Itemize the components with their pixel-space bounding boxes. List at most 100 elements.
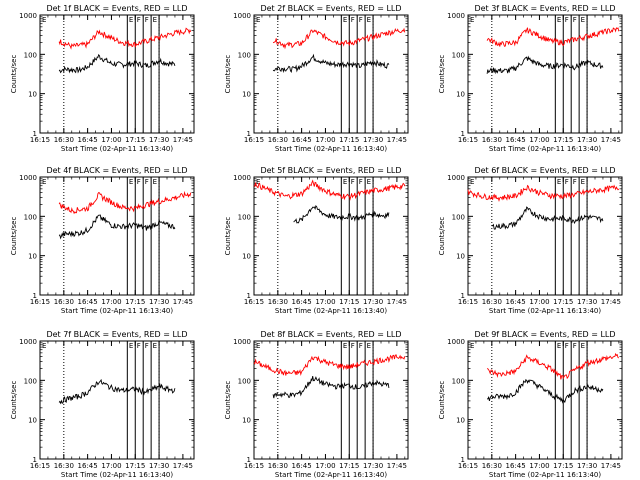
flag-label: E	[42, 178, 46, 186]
chart-panel-4: Det 4f BLACK = Events, RED = LLD 1 10 100 10…	[10, 166, 195, 315]
y-tick-label: 10	[456, 91, 465, 99]
x-tick-label: 17:30	[149, 298, 169, 306]
y-tick-label: 1	[33, 130, 37, 138]
y-axis-label: Counts/sec	[224, 55, 232, 94]
plot-frame	[39, 340, 195, 460]
x-tick-label: 17:30	[149, 136, 169, 144]
flag-label: E	[581, 16, 585, 24]
flag-label: E	[367, 16, 371, 24]
y-axis-label: Counts/sec	[10, 217, 18, 256]
flag-label: F	[573, 178, 577, 186]
chart-title: Det 3f BLACK = Events, RED = LLD	[474, 4, 615, 13]
y-tick-label: 1000	[447, 12, 465, 20]
x-tick-label: 17:00	[101, 298, 121, 306]
series-line-events	[58, 378, 176, 405]
chart-panel-9: Det 9f BLACK = Events, RED = LLD 1 10 100 10…	[438, 330, 623, 479]
y-tick-label: 10	[28, 253, 37, 261]
y-tick-label: 1	[461, 292, 465, 300]
x-tick-label: 17:00	[529, 136, 549, 144]
flag-label: E	[343, 178, 347, 186]
flag-label: E	[470, 342, 474, 350]
flag-label: F	[565, 342, 569, 350]
flag-label: E	[470, 178, 474, 186]
chart-title: Det 7f BLACK = Events, RED = LLD	[46, 330, 187, 339]
x-tick-label: 17:15	[125, 298, 145, 306]
x-tick-label: 17:30	[363, 298, 383, 306]
plot-frame	[467, 176, 623, 296]
x-axis-label: Start Time (02-Apr-11 16:13:40)	[489, 307, 601, 315]
series-line-events	[491, 206, 604, 230]
x-tick-label: 17:00	[529, 462, 549, 470]
x-tick-label: 17:45	[173, 298, 193, 306]
x-tick-label: 16:45	[506, 136, 526, 144]
y-tick-label: 100	[238, 51, 251, 59]
series-line-events	[272, 53, 390, 74]
x-tick-label: 17:45	[601, 298, 621, 306]
x-tick-label: 16:30	[54, 462, 74, 470]
x-tick-label: 17:45	[601, 136, 621, 144]
x-tick-label: 17:00	[101, 462, 121, 470]
chart-title: Det 1f BLACK = Events, RED = LLD	[46, 4, 187, 13]
plot-frame	[467, 14, 623, 134]
x-tick-label: 16:15	[244, 298, 264, 306]
x-tick-label: 17:15	[553, 298, 573, 306]
chart-title: Det 5f BLACK = Events, RED = LLD	[260, 166, 401, 175]
x-tick-label: 17:30	[577, 136, 597, 144]
x-tick-label: 17:45	[387, 136, 407, 144]
flag-label: F	[145, 16, 149, 24]
flag-label: E	[153, 178, 157, 186]
y-tick-label: 10	[28, 91, 37, 99]
x-tick-label: 16:30	[54, 298, 74, 306]
y-tick-label: 1	[461, 456, 465, 464]
x-tick-label: 16:30	[268, 462, 288, 470]
x-tick-label: 16:30	[268, 136, 288, 144]
chart-panel-8: Det 8f BLACK = Events, RED = LLD 1 10 100 10…	[224, 330, 409, 479]
flag-label: E	[129, 16, 133, 24]
series-line-lld	[253, 179, 406, 201]
y-tick-label: 1	[247, 292, 251, 300]
chart-panel-6: Det 6f BLACK = Events, RED = LLD 1 10 100 10…	[438, 166, 623, 315]
flag-label: F	[351, 16, 355, 24]
x-tick-label: 17:45	[173, 462, 193, 470]
x-tick-label: 17:15	[125, 462, 145, 470]
flag-label: E	[153, 342, 157, 350]
plot-frame	[253, 176, 409, 296]
x-tick-label: 17:30	[577, 462, 597, 470]
x-axis-label: Start Time (02-Apr-11 16:13:40)	[489, 471, 601, 479]
y-tick-label: 1000	[19, 338, 37, 346]
chart-panel-3: Det 3f BLACK = Events, RED = LLD 1 10 100 10…	[438, 4, 623, 153]
x-tick-label: 16:15	[458, 136, 478, 144]
y-tick-label: 10	[456, 417, 465, 425]
chart-panel-2: Det 2f BLACK = Events, RED = LLD 1 10 100 10…	[224, 4, 409, 153]
chart-title: Det 9f BLACK = Events, RED = LLD	[474, 330, 615, 339]
flag-label: E	[557, 342, 561, 350]
x-axis-label: Start Time (02-Apr-11 16:13:40)	[275, 307, 387, 315]
x-tick-label: 16:15	[458, 298, 478, 306]
flag-label: F	[145, 342, 149, 350]
x-tick-label: 17:00	[529, 298, 549, 306]
x-tick-label: 17:30	[363, 136, 383, 144]
y-tick-label: 1	[33, 292, 37, 300]
plot-frame	[253, 14, 409, 134]
flag-label: E	[581, 342, 585, 350]
flag-label: F	[137, 16, 141, 24]
y-tick-label: 100	[238, 213, 251, 221]
flag-label: F	[565, 16, 569, 24]
chart-panel-5: Det 5f BLACK = Events, RED = LLD 1 10 100 10…	[224, 166, 409, 315]
flag-label: E	[367, 178, 371, 186]
plot-frame	[467, 340, 623, 460]
x-tick-label: 17:30	[577, 298, 597, 306]
y-tick-label: 1	[461, 130, 465, 138]
chart-title: Det 8f BLACK = Events, RED = LLD	[260, 330, 401, 339]
x-tick-label: 16:30	[54, 136, 74, 144]
y-tick-label: 1000	[447, 174, 465, 182]
flag-label: E	[343, 342, 347, 350]
x-tick-label: 16:45	[78, 136, 98, 144]
y-tick-label: 1000	[19, 174, 37, 182]
x-tick-label: 17:45	[387, 462, 407, 470]
flag-label: F	[351, 178, 355, 186]
y-axis-label: Counts/sec	[10, 381, 18, 420]
x-tick-label: 17:15	[553, 462, 573, 470]
x-tick-label: 16:15	[30, 462, 50, 470]
x-tick-label: 16:45	[506, 462, 526, 470]
